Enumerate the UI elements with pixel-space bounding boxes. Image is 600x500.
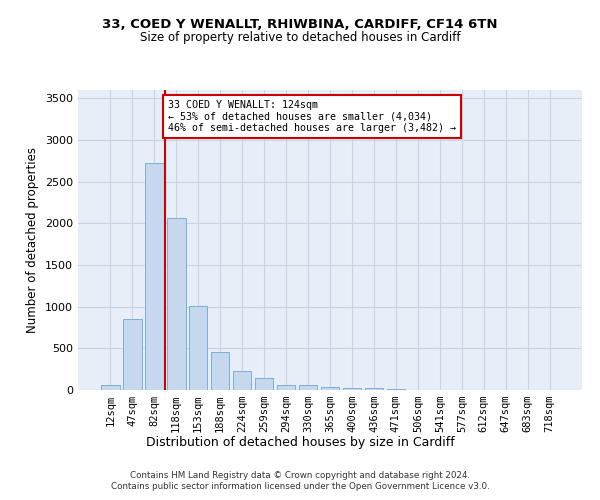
Bar: [320, 386, 340, 390]
Text: 33 COED Y WENALLT: 124sqm
← 53% of detached houses are smaller (4,034)
46% of se: 33 COED Y WENALLT: 124sqm ← 53% of detac…: [169, 100, 457, 133]
Bar: [145, 164, 164, 390]
Text: Contains public sector information licensed under the Open Government Licence v3: Contains public sector information licen…: [110, 482, 490, 491]
Text: Contains HM Land Registry data © Crown copyright and database right 2024.: Contains HM Land Registry data © Crown c…: [130, 471, 470, 480]
Bar: [255, 378, 274, 390]
Bar: [211, 352, 229, 390]
Bar: [299, 386, 317, 390]
Bar: [343, 388, 361, 390]
Bar: [167, 218, 185, 390]
Text: 33, COED Y WENALLT, RHIWBINA, CARDIFF, CF14 6TN: 33, COED Y WENALLT, RHIWBINA, CARDIFF, C…: [102, 18, 498, 30]
Bar: [277, 384, 295, 390]
Bar: [101, 385, 119, 390]
Y-axis label: Number of detached properties: Number of detached properties: [26, 147, 40, 333]
Text: Distribution of detached houses by size in Cardiff: Distribution of detached houses by size …: [146, 436, 454, 449]
Bar: [189, 306, 208, 390]
Bar: [365, 388, 383, 390]
Bar: [233, 371, 251, 390]
Text: Size of property relative to detached houses in Cardiff: Size of property relative to detached ho…: [140, 31, 460, 44]
Bar: [123, 319, 142, 390]
